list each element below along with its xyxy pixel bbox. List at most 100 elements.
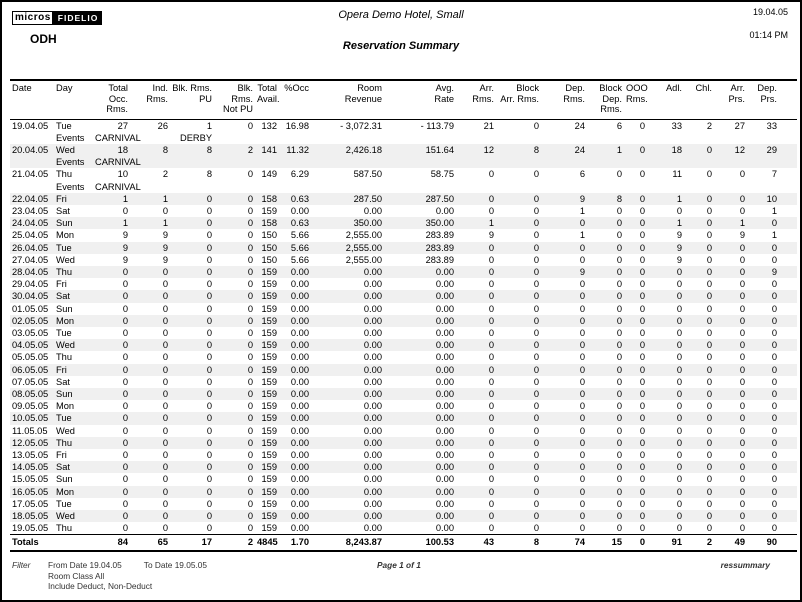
- value-cell: 283.89: [425, 230, 454, 241]
- value-cell: 5.66: [290, 230, 309, 241]
- value-cell: 0: [676, 376, 682, 387]
- value-cell: 159: [255, 461, 279, 474]
- totals-value: 2: [214, 534, 255, 553]
- value-cell: 0: [122, 523, 128, 534]
- value-cell: 0: [706, 523, 712, 534]
- value-cell: 0: [214, 339, 255, 352]
- events-row: Events CARNIVAL DERBY: [10, 132, 797, 144]
- totals-value: 1.70: [279, 534, 311, 553]
- value-cell: 0.00: [435, 352, 454, 363]
- table-row: 25.04.05 Mon 9 9 0 0 150 5.66 2,555.00 283.89 9 0 1 0…: [10, 229, 797, 241]
- property-code: ODH: [30, 32, 57, 46]
- value-cell: 0: [647, 314, 684, 327]
- value-cell: 1: [86, 192, 130, 205]
- value-cell: 0: [86, 265, 130, 279]
- value-cell: 0: [579, 327, 585, 338]
- value-cell: 0.00: [384, 436, 456, 449]
- value-cell: 0: [170, 436, 214, 449]
- value-cell: 0: [533, 120, 539, 131]
- value-cell: 0: [130, 461, 170, 474]
- value-cell: 0: [214, 290, 255, 303]
- value-cell: 159: [255, 412, 279, 425]
- value-cell: 350.00: [384, 217, 456, 230]
- filter-lines: From Date 19.04.05 To Date 19.05.05 Room …: [48, 560, 207, 592]
- value-cell: 0: [456, 192, 496, 205]
- value-cell: 0.00: [363, 449, 382, 460]
- value-cell: 0: [676, 327, 682, 338]
- value-cell: 0: [747, 387, 797, 401]
- value-cell: 1: [130, 192, 170, 205]
- column-header: Date: [10, 79, 54, 120]
- value-cell: 33: [766, 120, 777, 131]
- value-cell: 0: [739, 401, 745, 412]
- value-cell: 33: [671, 120, 682, 131]
- value-cell: 0: [684, 485, 714, 498]
- value-cell: 0: [706, 401, 712, 412]
- value-cell: 0: [771, 474, 777, 485]
- date-cell: 11.05.05: [12, 425, 48, 436]
- table-row: 01.05.05 Sun 0 0 0 0 159 0.00 0.00 0.00 0 0 0 0 0 0 0 0 0: [10, 303, 797, 315]
- value-cell: 0: [714, 485, 747, 498]
- value-cell: 149: [261, 169, 277, 180]
- value-cell: 0: [639, 303, 645, 314]
- day-cell: Thu: [56, 169, 73, 180]
- value-cell: 0.00: [311, 461, 384, 474]
- filter-from-date: From Date 19.04.05: [48, 560, 122, 571]
- value-cell: 0: [488, 449, 494, 460]
- value-cell: 0: [739, 498, 745, 509]
- value-cell: 0.00: [363, 401, 382, 412]
- value-cell: 1: [771, 205, 777, 216]
- value-cell: 9: [676, 254, 682, 265]
- value-cell: 0.00: [435, 279, 454, 290]
- value-cell: 159: [255, 290, 279, 303]
- value-cell: 0.00: [363, 523, 382, 534]
- value-cell: 287.50: [311, 192, 384, 205]
- value-cell: 0: [624, 339, 647, 352]
- table-row: 26.04.05 Tue 9 9 0 0 150 5.66 2,555.00 283.89 0 0 0 0…: [10, 241, 797, 254]
- value-cell: 0.00: [311, 485, 384, 498]
- value-cell: 8: [587, 192, 624, 205]
- date-cell: 22.04.05: [10, 192, 54, 205]
- value-cell: 0: [616, 523, 622, 534]
- value-cell: 0.00: [384, 363, 456, 376]
- value-cell: 0: [684, 265, 714, 279]
- value-cell: 0: [676, 279, 682, 290]
- value-cell: 0: [533, 523, 539, 534]
- value-cell: 0: [170, 290, 214, 303]
- value-cell: 159: [261, 279, 277, 290]
- value-cell: 0: [122, 327, 128, 338]
- filter-room-class: Room Class All: [48, 570, 105, 581]
- value-cell: 0: [684, 436, 714, 449]
- value-cell: 0: [706, 279, 712, 290]
- value-cell: 0: [587, 510, 624, 523]
- value-cell: 0: [496, 265, 541, 279]
- value-cell: 2: [706, 120, 712, 131]
- value-cell: 0: [456, 314, 496, 327]
- value-cell: 0: [86, 339, 130, 352]
- value-cell: 0: [587, 241, 624, 254]
- value-cell: 159: [261, 327, 277, 338]
- value-cell: 0: [676, 352, 682, 363]
- day-cell: Fri: [56, 449, 67, 460]
- value-cell: 0: [162, 352, 168, 363]
- column-header: Ind. Rms.: [130, 79, 170, 120]
- value-cell: 0: [587, 461, 624, 474]
- date-cell: 05.05.05: [12, 352, 49, 363]
- column-header: Arr. Rms.: [456, 79, 496, 120]
- value-cell: 0: [541, 339, 587, 352]
- table-row: 18.05.05 Wed 0 0 0 0 159 0.00 0.00 0.00 0 0 0 0 0 0 0 0 0: [10, 510, 797, 523]
- value-cell: 0: [639, 523, 645, 534]
- value-cell: 0: [714, 265, 747, 279]
- value-cell: 0: [587, 363, 624, 376]
- value-cell: 6: [616, 120, 622, 131]
- value-cell: 0: [624, 436, 647, 449]
- totals-row: Totals 84 65 17 2 4845 1.70 8,243.87 100.53 43 8 74…: [10, 534, 797, 553]
- value-cell: 0: [247, 376, 253, 387]
- value-cell: 0: [714, 363, 747, 376]
- column-header: Dep. Prs.: [747, 79, 797, 120]
- value-cell: 0.00: [435, 376, 454, 387]
- value-cell: 0: [616, 498, 622, 509]
- value-cell: 0: [456, 412, 496, 425]
- events-date-spacer: [10, 132, 54, 144]
- value-cell: 0: [706, 254, 712, 265]
